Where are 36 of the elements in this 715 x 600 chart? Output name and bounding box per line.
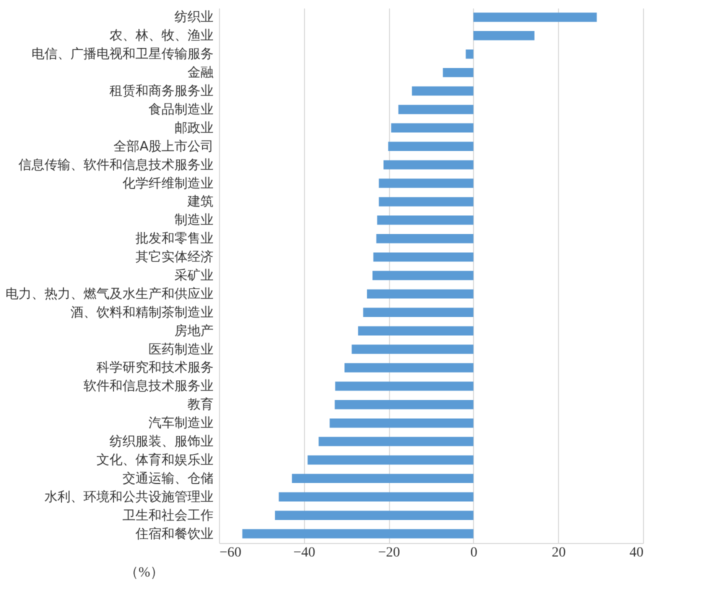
y-tick-label: 农、林、牧、渔业	[110, 28, 214, 44]
y-tick-label: 医药制造业	[148, 342, 214, 358]
x-axis-title: （%）	[124, 566, 164, 580]
y-tick-label: 制造业	[174, 213, 214, 228]
x-tick-label: 40	[630, 546, 644, 560]
x-tick-label: 0	[470, 546, 478, 560]
y-tick-label: 纺织服装、服饰业	[110, 434, 214, 450]
y-tick-label: 交通运输、仓储	[122, 470, 214, 486]
y-tick-label: 电力、热力、燃气及水生产和供应业	[6, 286, 214, 302]
y-tick-label: 文化、体育和娱乐业	[96, 452, 214, 468]
y-tick-label: 邮政业	[174, 120, 214, 136]
y-tick-label: 软件和信息技术服务业	[84, 379, 214, 394]
y-tick-label: 教育	[188, 396, 214, 413]
y-tick-label: 建筑	[186, 194, 214, 210]
y-tick-label: 化学纤维制造业	[122, 176, 214, 192]
y-tick-label: 租赁和商务服务业	[110, 84, 214, 100]
y-tick-label: 科学研究和技术服务	[96, 360, 214, 376]
y-tick-label: 卫生和社会工作	[122, 508, 214, 524]
x-tick-label: −40	[293, 546, 316, 560]
x-tick-label: −20	[378, 546, 400, 560]
x-tick-label: −60	[220, 546, 242, 560]
y-tick-label: 批发和零售业	[136, 232, 214, 247]
y-tick-label: 房地产	[174, 322, 214, 339]
y-tick-label: 信息传输、软件和信息技术服务业	[18, 158, 214, 173]
y-tick-label: 电信、广播电视和卫星传输服务	[32, 47, 214, 62]
y-tick-label: 住宿和餐饮业	[134, 526, 214, 542]
x-tick-label: 20	[552, 546, 566, 560]
y-tick-label: 酒、饮料和精制茶制造业	[70, 305, 214, 320]
y-tick-label: 水利、环境和公共设施管理业	[44, 488, 214, 505]
y-tick-label: 采矿业	[174, 268, 214, 284]
y-tick-label: 食品制造业	[148, 102, 214, 118]
y-tick-label: 其它实体经济	[136, 249, 214, 266]
y-tick-label: 全部A股上市公司	[114, 139, 214, 154]
y-tick-label: 汽车制造业	[148, 416, 214, 432]
y-tick-label: 纺织业	[174, 10, 214, 26]
y-tick-label: 金融	[188, 66, 214, 81]
